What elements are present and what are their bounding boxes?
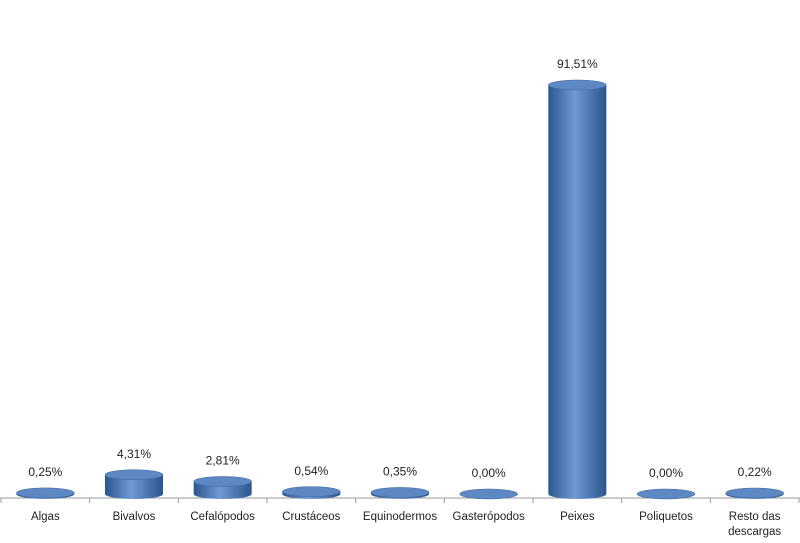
value-label: 0,00% [649,466,683,480]
bar [725,487,784,499]
bar-top [16,487,75,499]
value-label: 0,25% [28,465,62,479]
bar [193,476,252,499]
value-label: 0,00% [472,466,506,480]
x-tick-label: Bivalvos [112,511,156,523]
x-tick-label: Algas [30,511,60,523]
bar [548,79,607,499]
x-tick-label: Poliquetos [639,511,693,523]
bar-top [193,476,252,487]
bar [282,486,341,499]
bar [459,488,518,500]
bar-body [105,474,163,499]
value-label: 0,35% [383,465,417,479]
bar-top [282,486,341,497]
value-label: 0,54% [294,464,328,478]
value-label: 91,51% [557,57,598,71]
bar-top [370,487,430,498]
bar-top [636,488,696,500]
x-tick-label: Equinodermos [362,511,438,523]
bar-top [104,469,164,480]
x-tick-label: Peixes [560,511,595,523]
value-label: 4,31% [117,447,151,461]
bar-body [548,85,607,499]
bar-top [459,488,518,500]
x-tick-label: Gasterópodos [452,511,525,523]
bar [16,487,75,499]
x-tick-label: Crustáceos [282,511,341,523]
bar [370,487,430,499]
value-label: 2,81% [206,454,240,468]
bar [104,469,164,499]
bar-top [725,487,784,499]
x-tick-label: Resto das descargas [728,511,782,538]
bar [636,488,696,500]
bar-top [548,79,607,91]
x-tick-label: Cefalópodos [190,511,255,523]
value-label: 0,22% [738,465,772,479]
